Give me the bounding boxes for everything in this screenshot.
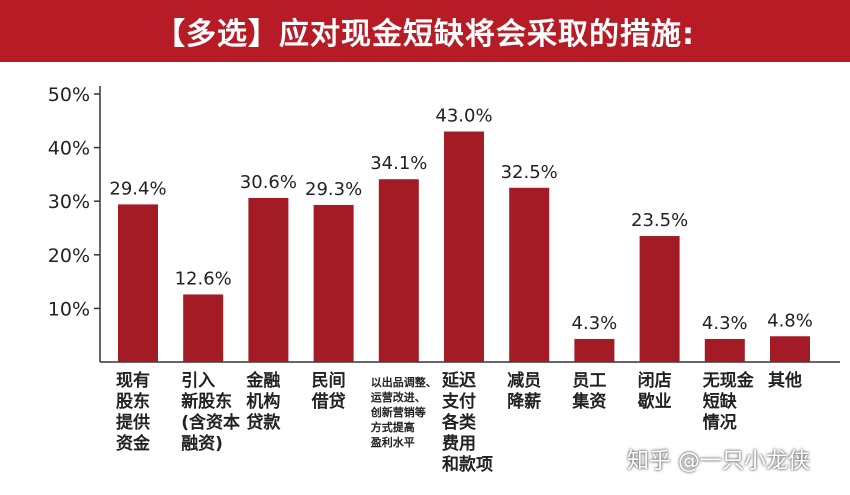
x-tick-label: 现有 [116, 370, 150, 391]
bar [118, 204, 158, 362]
x-tick-label: 无现金 [702, 370, 755, 391]
bar [444, 131, 484, 362]
x-tick-label: 新股东 [181, 391, 232, 412]
x-tick-label: 提供 [116, 412, 150, 433]
data-label: 34.1% [370, 153, 427, 174]
y-tick-label: 10% [48, 298, 90, 320]
x-tick-label: 支付 [442, 391, 476, 412]
data-label: 4.3% [572, 313, 618, 334]
y-tick-label: 40% [48, 138, 90, 160]
bar [183, 294, 224, 362]
x-tick-label: 创新营销等 [370, 405, 426, 419]
x-tick-label: 员工 [572, 371, 606, 391]
y-tick-label: 50% [48, 84, 90, 106]
data-label: 29.3% [305, 179, 362, 200]
bar [509, 187, 550, 362]
data-label: 4.8% [767, 310, 813, 331]
x-tick-label: 盈利水平 [370, 435, 415, 449]
x-tick-label: 减员 [507, 370, 541, 391]
x-tick-label: 股东 [116, 391, 150, 412]
x-tick-label: 金融 [245, 370, 280, 391]
watermark-text: 知乎 @一只小龙侠 [627, 449, 810, 474]
bar [313, 204, 354, 362]
y-tick-label: 30% [48, 191, 90, 213]
x-tick-label: 其他 [768, 370, 802, 391]
x-tick-label: 情况 [703, 412, 737, 433]
x-tick-label: 降薪 [507, 391, 541, 412]
data-label: 29.4% [109, 178, 166, 199]
x-tick-label: 闭店 [638, 370, 672, 391]
x-tick-label: 贷款 [246, 412, 281, 433]
data-label: 23.5% [631, 210, 688, 231]
bar [574, 338, 615, 362]
y-tick-label: 20% [48, 245, 90, 267]
x-tick-label: 资金 [116, 433, 151, 454]
x-tick-label: 民间 [312, 370, 346, 391]
x-tick-label: 和款项 [442, 454, 493, 475]
x-tick-label: 费用 [442, 433, 476, 454]
x-tick-label: 歇业 [638, 391, 672, 412]
x-tick-label: 借贷 [311, 391, 346, 412]
data-label: 4.3% [702, 313, 748, 334]
x-tick-label: 机构 [246, 391, 280, 412]
data-label: 32.5% [501, 162, 558, 183]
x-tick-label: 以出品调整、 [371, 375, 437, 389]
x-tick-label: (含资本 [181, 412, 240, 433]
x-tick-label: 融资) [181, 433, 223, 454]
bar [639, 236, 680, 362]
data-label: 30.6% [240, 172, 297, 193]
data-label: 12.6% [175, 268, 232, 289]
x-tick-label: 集资 [571, 391, 606, 412]
x-tick-label: 延迟 [441, 370, 476, 391]
data-label: 43.0% [435, 106, 492, 127]
x-tick-label: 运营改进、 [371, 390, 426, 404]
chart-title: 【多选】应对现金短缺将会采取的措施: [0, 0, 850, 62]
bar [770, 336, 810, 362]
bar [248, 197, 289, 362]
x-tick-label: 方式提高 [371, 420, 415, 434]
x-tick-label: 引入 [181, 371, 215, 391]
x-tick-label: 短缺 [703, 391, 738, 412]
bar [378, 179, 419, 362]
bar [704, 338, 745, 362]
x-tick-label: 各类 [441, 412, 477, 433]
